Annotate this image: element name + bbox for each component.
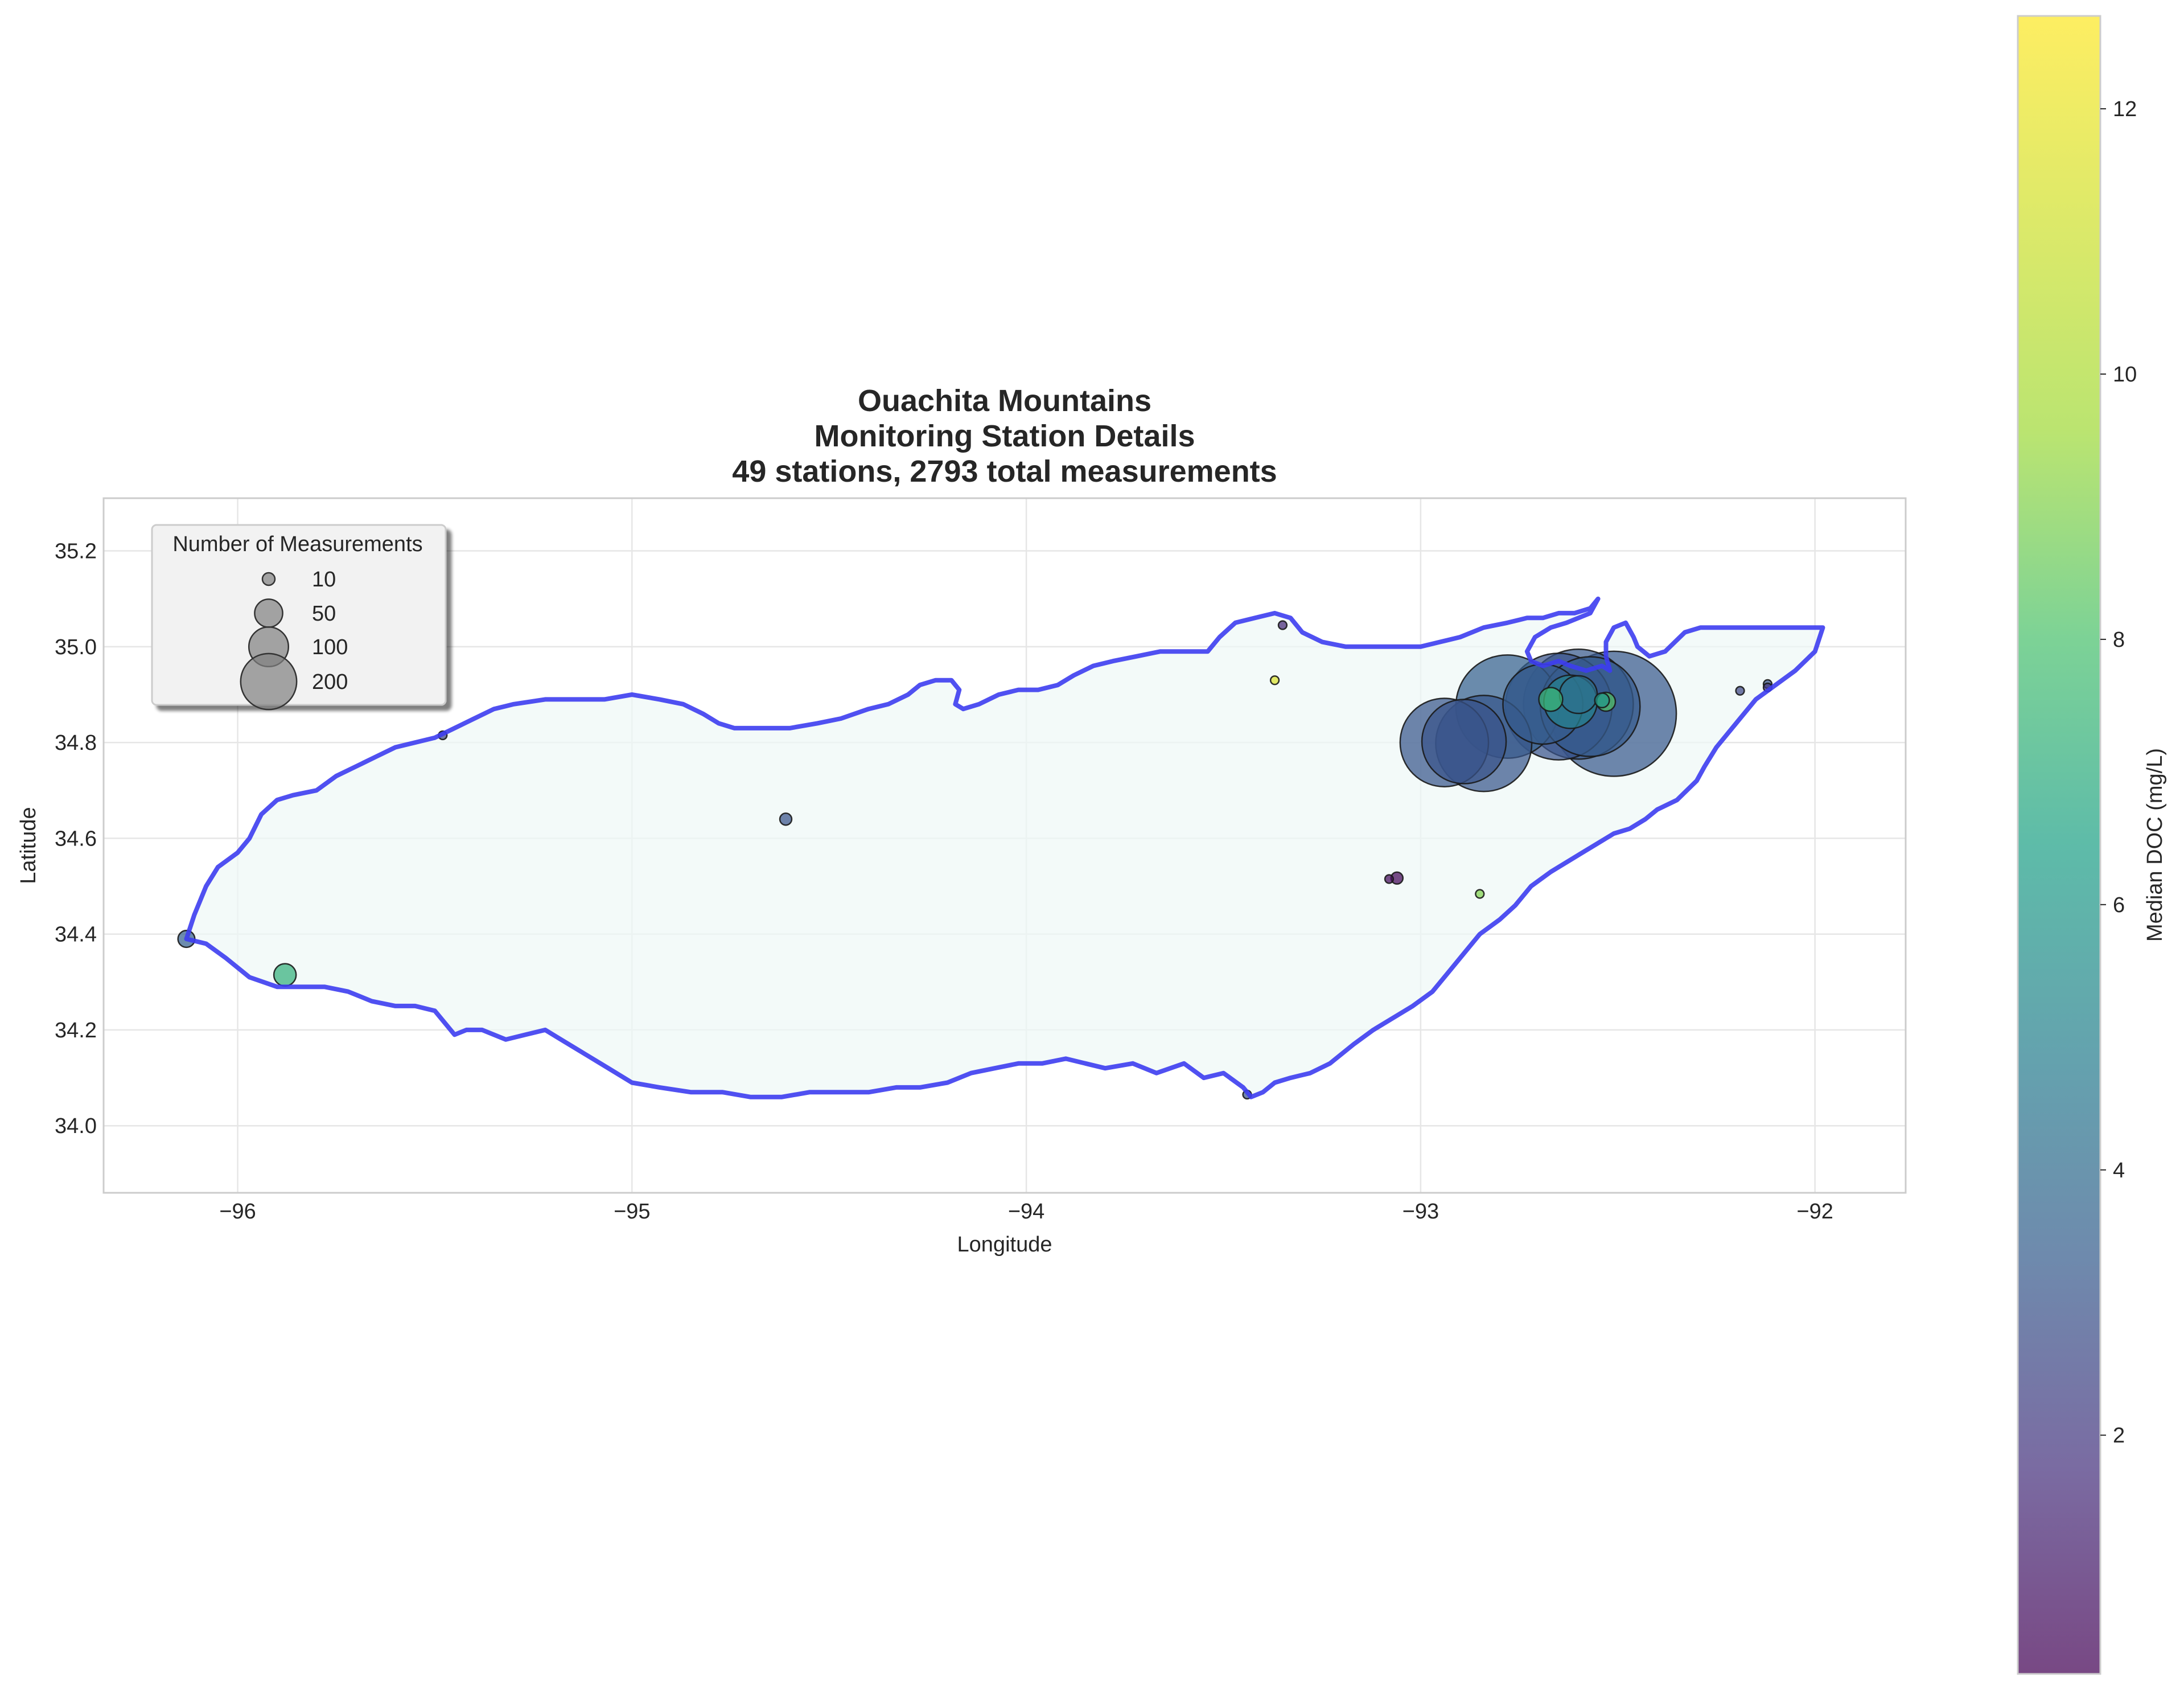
y-tick-label: 34.2: [55, 1019, 97, 1042]
colorbar-frame: [2017, 15, 2101, 1675]
colorbar-tick-label: 4: [2113, 1159, 2125, 1183]
x-tick-label: −96: [219, 1200, 256, 1224]
station-marker: [1735, 686, 1745, 696]
x-axis-ticks: −96 −95 −94 −93 −92: [219, 1200, 1833, 1224]
size-legend-box: [151, 524, 447, 706]
station-markers: [177, 620, 1773, 1100]
size-legend-marker: [261, 572, 276, 586]
station-marker: [1421, 699, 1507, 785]
x-tick-label: −92: [1796, 1200, 1833, 1224]
x-tick-label: −94: [1008, 1200, 1044, 1224]
size-legend-label: 50: [312, 602, 336, 626]
station-marker: [1277, 620, 1288, 630]
y-tick-label: 35.2: [55, 540, 97, 564]
x-tick-label: −95: [614, 1200, 650, 1224]
size-legend-label: 10: [312, 568, 336, 592]
colorbar-label: Median DOC (mg/L): [2143, 748, 2167, 942]
size-legend-label: 200: [312, 670, 348, 694]
station-marker: [1594, 692, 1610, 709]
y-tick-label: 34.4: [55, 923, 97, 947]
size-legend-label: 100: [312, 635, 348, 659]
y-tick-label: 35.0: [55, 635, 97, 659]
size-legend-marker: [254, 598, 283, 628]
station-marker: [779, 812, 793, 826]
station-marker: [1269, 675, 1280, 686]
plot-frame: [102, 497, 1907, 1194]
chart-title-line-2: Monitoring Station Details: [815, 419, 1195, 453]
size-legend-entries: 10 50 100 200: [240, 568, 348, 711]
size-legend-title: Number of Measurements: [172, 532, 422, 556]
station-marker: [1558, 675, 1598, 715]
size-legend-marker: [240, 652, 298, 711]
colorbar-tick-label: 8: [2113, 628, 2125, 652]
station-marker: [1384, 874, 1395, 884]
y-axis-label: Latitude: [17, 807, 40, 884]
y-axis-ticks: 34.0 34.2 34.4 34.6 34.8 35.0 35.2: [55, 540, 97, 1139]
x-tick-label: −93: [1402, 1200, 1439, 1224]
colorbar-gradient: [2018, 16, 2100, 1674]
station-marker: [1538, 687, 1564, 712]
station-marker: [273, 963, 297, 987]
colorbar: 2 4 6 8 10 12 Median DOC (mg/L): [2017, 15, 2167, 1675]
y-tick-label: 34.8: [55, 731, 97, 755]
colorbar-tick-label: 10: [2113, 363, 2137, 387]
y-tick-label: 34.0: [55, 1114, 97, 1138]
x-axis-label: Longitude: [957, 1233, 1052, 1257]
colorbar-tick-label: 2: [2113, 1424, 2125, 1448]
chart-title-line-1: Ouachita Mountains: [858, 384, 1151, 418]
colorbar-tick-label: 12: [2113, 97, 2137, 121]
colorbar-ticks: 2 4 6 8 10 12: [2100, 97, 2137, 1448]
colorbar-tick-label: 6: [2113, 893, 2125, 917]
size-legend: Number of Measurements 10 50 100 200: [151, 524, 447, 711]
y-tick-label: 34.6: [55, 827, 97, 851]
station-marker: [1475, 889, 1485, 899]
ecoregion-boundary-line: [184, 596, 1825, 1099]
chart-title-line-3: 49 stations, 2793 total measurements: [732, 454, 1277, 489]
